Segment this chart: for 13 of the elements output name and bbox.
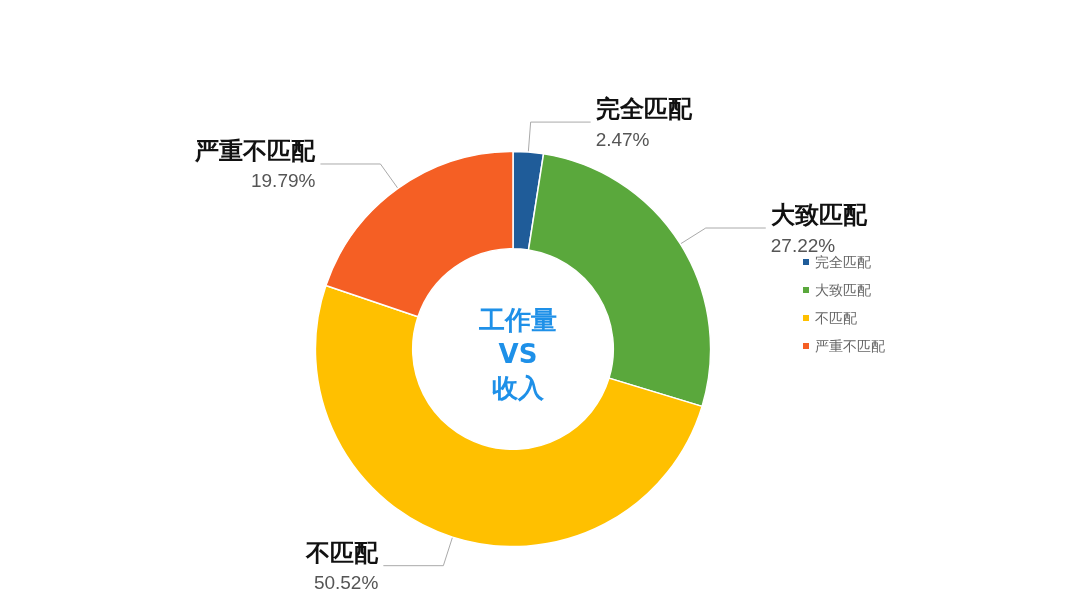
slice-label: 完全匹配 (595, 95, 693, 124)
legend-label: 严重不匹配 (815, 338, 885, 354)
slice-label: 大致匹配 (770, 201, 868, 230)
data-label: 50.52% (313, 572, 379, 594)
slice-label: 严重不匹配 (194, 136, 317, 165)
data-label: 2.47% (595, 128, 650, 150)
legend-label: 完全匹配 (815, 254, 871, 270)
slice-label: 不匹配 (305, 538, 380, 567)
data-label: 19.79% (250, 170, 316, 192)
legend-label: 大致匹配 (815, 282, 871, 298)
text: 工作量 VS 收入 (478, 305, 557, 403)
legend-label: 不匹配 (815, 310, 857, 326)
data-label: 27.22% (770, 234, 836, 256)
